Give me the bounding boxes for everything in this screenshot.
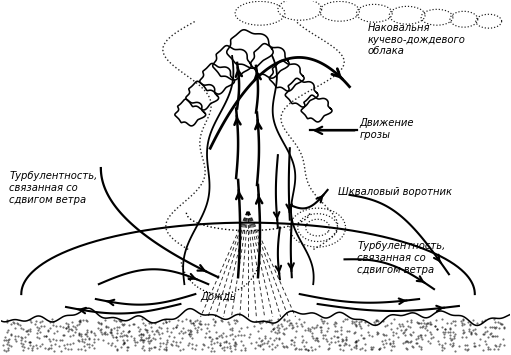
Text: Шкваловый воротник: Шкваловый воротник [338,187,452,197]
Text: Турбулентность,
связанная со
сдвигом ветра: Турбулентность, связанная со сдвигом вет… [9,171,98,204]
Text: Турбулентность,
связанная со
сдвигом ветра: Турбулентность, связанная со сдвигом вет… [357,241,446,275]
Text: Движение
грозы: Движение грозы [359,119,414,140]
Text: Дождь: Дождь [200,292,236,302]
Text: Наковальня
кучево-дождевого
облака: Наковальня кучево-дождевого облака [367,23,465,56]
